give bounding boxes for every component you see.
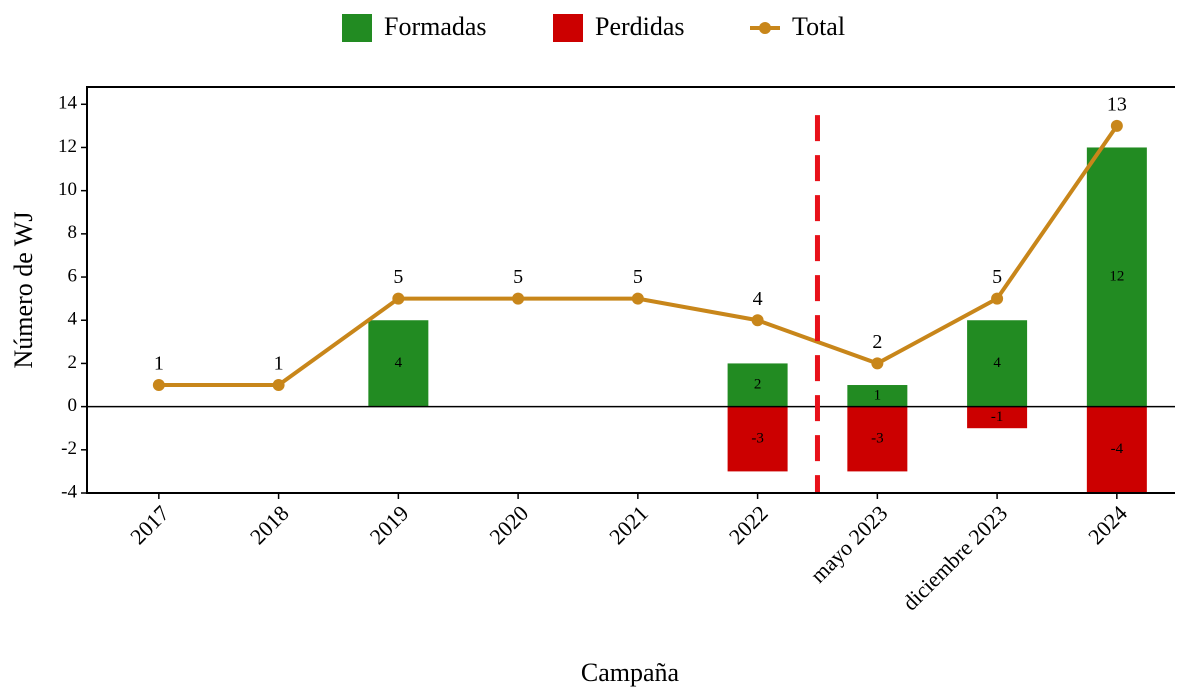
- x-axis-title: Campaña: [581, 658, 680, 687]
- y-tick-label: 6: [68, 265, 78, 286]
- y-tick-label: 0: [68, 395, 78, 416]
- point: [1110, 119, 1123, 132]
- point: [152, 379, 165, 392]
- bar-label: 12: [1109, 268, 1124, 284]
- x-tick-label: 2019: [365, 500, 414, 549]
- x-tick-label: diciembre 2023: [897, 500, 1012, 615]
- x-tick-label: 2018: [245, 500, 294, 549]
- bar-label: 4: [395, 355, 403, 371]
- bar-label: 2: [754, 376, 762, 392]
- bar-label: -3: [871, 430, 884, 446]
- bar: [727, 406, 788, 472]
- y-tick-label: 10: [58, 179, 77, 200]
- point-label: 5: [513, 266, 523, 288]
- point: [631, 292, 644, 305]
- point: [392, 292, 405, 305]
- bar: [1086, 147, 1147, 407]
- plot: [158, 124, 1147, 493]
- x-tick-label: 2022: [724, 500, 773, 549]
- bar: [727, 363, 788, 407]
- bar: [1086, 406, 1147, 493]
- bar-label: -1: [991, 409, 1004, 425]
- y-tick-label: -4: [61, 481, 77, 502]
- legend-key-point: [759, 22, 771, 34]
- y-tick-label: 14: [58, 93, 78, 114]
- y-tick-label: 8: [68, 222, 78, 243]
- point-label: 4: [753, 288, 763, 310]
- x-tick-label: 2024: [1083, 500, 1132, 549]
- legend-label: Perdidas: [595, 12, 685, 41]
- point-label: 1: [274, 353, 284, 375]
- point-label: 5: [633, 266, 643, 288]
- bar: [967, 320, 1028, 407]
- legend-key: [553, 14, 583, 42]
- point: [991, 292, 1004, 305]
- legend-label: Total: [792, 12, 845, 41]
- bar-label: 1: [874, 387, 882, 403]
- y-tick-label: 4: [68, 309, 78, 330]
- y-tick-label: 12: [58, 136, 77, 157]
- bar: [847, 406, 908, 472]
- legend-label: Formadas: [384, 12, 487, 41]
- point-label: 5: [393, 266, 403, 288]
- bar: [967, 406, 1028, 429]
- bar: [368, 320, 429, 407]
- bar: [847, 385, 908, 407]
- point: [751, 314, 764, 327]
- point-label: 1: [154, 353, 164, 375]
- x-tick-label: 2021: [604, 500, 653, 549]
- x-tick-label: 2017: [125, 500, 174, 549]
- point-label: 2: [872, 331, 882, 353]
- x-tick-label: mayo 2023: [805, 500, 892, 587]
- y-tick-label: -2: [61, 438, 77, 459]
- y-tick-label: 2: [68, 352, 78, 373]
- x-tick-label: 2020: [484, 500, 533, 549]
- bar-label: -3: [751, 430, 764, 446]
- bar-label: -4: [1111, 441, 1124, 457]
- point: [512, 292, 525, 305]
- point: [272, 379, 285, 392]
- bar-label: 4: [993, 355, 1001, 371]
- axis-frame: [86, 86, 1175, 494]
- point: [871, 357, 884, 370]
- legend-key: [342, 14, 372, 42]
- point-label: 13: [1107, 93, 1127, 115]
- y-axis-title: Número de WJ: [9, 212, 38, 369]
- point-label: 5: [992, 266, 1002, 288]
